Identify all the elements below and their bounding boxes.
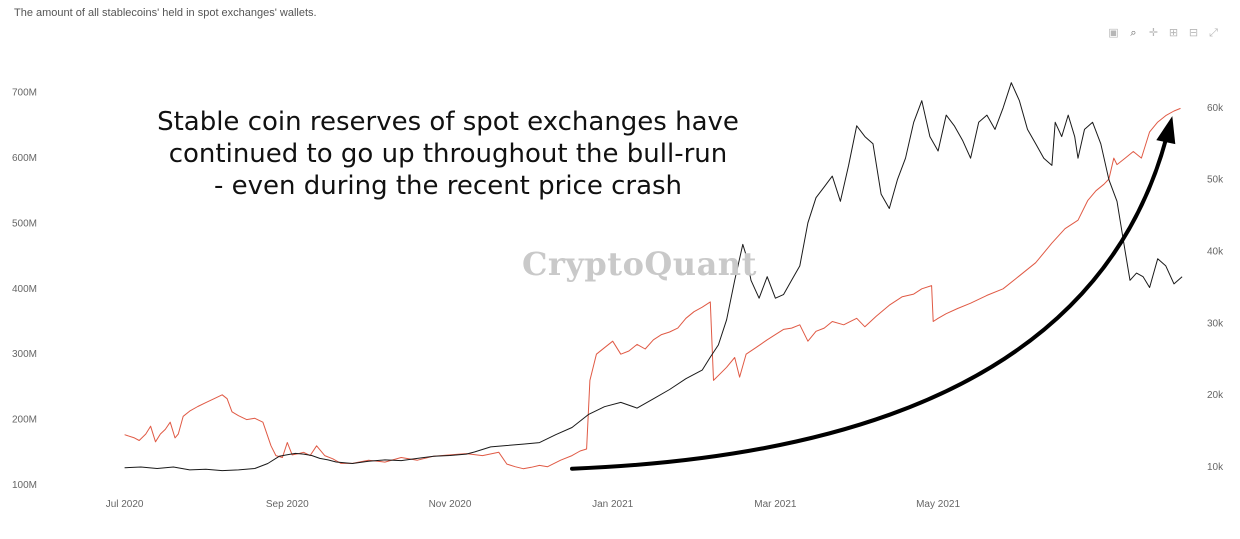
left-axis-ticks: 100M 200M 300M 400M 500M 600M 700M	[12, 88, 37, 491]
left-tick-label: 500M	[12, 218, 37, 229]
right-axis-ticks: 10k 20k 30k 40k 50k 60k	[1207, 103, 1224, 473]
x-tick-label: Jan 2021	[592, 499, 634, 510]
left-tick-label: 700M	[12, 88, 37, 99]
x-tick-label: Mar 2021	[754, 499, 797, 510]
zoom-in-icon[interactable]: ⊞	[1168, 26, 1179, 39]
zoom-icon[interactable]: ⌕	[1130, 26, 1137, 39]
x-axis-ticks: Jul 2020 Sep 2020 Nov 2020 Jan 2021 Mar 2021…	[106, 499, 961, 510]
annotation-line-1: Stable coin reserves of spot exchanges h…	[157, 107, 739, 137]
left-tick-label: 100M	[12, 480, 37, 491]
pan-icon[interactable]: ✛	[1148, 26, 1159, 39]
series-lines	[124, 82, 1183, 472]
x-tick-label: Sep 2020	[266, 499, 309, 510]
chart-subtitle: The amount of all stablecoins' held in s…	[14, 7, 317, 19]
annotation-text: Stable coin reserves of spot exchanges h…	[148, 106, 748, 202]
right-tick-label: 40k	[1207, 247, 1224, 258]
left-tick-label: 200M	[12, 415, 37, 426]
annotation-line-3: - even during the recent price crash	[213, 171, 683, 201]
right-tick-label: 10k	[1207, 462, 1224, 473]
autoscale-icon[interactable]: ⤢	[1209, 26, 1218, 39]
x-tick-label: May 2021	[916, 499, 960, 510]
price-line	[124, 82, 1183, 472]
right-tick-label: 20k	[1207, 390, 1224, 401]
left-tick-label: 600M	[12, 153, 37, 164]
zoom-out-icon[interactable]: ⊟	[1188, 26, 1199, 39]
reserve-line	[124, 107, 1181, 470]
annotation-line-2: continued to go up throughout the bull-r…	[168, 139, 728, 169]
left-tick-label: 400M	[12, 284, 37, 295]
trend-arrow-head	[1156, 116, 1176, 145]
x-tick-label: Nov 2020	[429, 499, 472, 510]
trend-arrow-shaft	[570, 136, 1169, 471]
right-tick-label: 60k	[1207, 103, 1224, 114]
camera-icon[interactable]: ▣	[1108, 26, 1119, 39]
x-tick-label: Jul 2020	[106, 499, 144, 510]
trend-arrow	[570, 116, 1176, 471]
chart-toolbar: ▣ ⌕ ✛ ⊞ ⊟ ⤢	[1107, 26, 1220, 39]
right-tick-label: 50k	[1207, 175, 1224, 186]
left-tick-label: 300M	[12, 349, 37, 360]
right-tick-label: 30k	[1207, 318, 1224, 329]
watermark: CryptoQuant	[522, 245, 757, 283]
